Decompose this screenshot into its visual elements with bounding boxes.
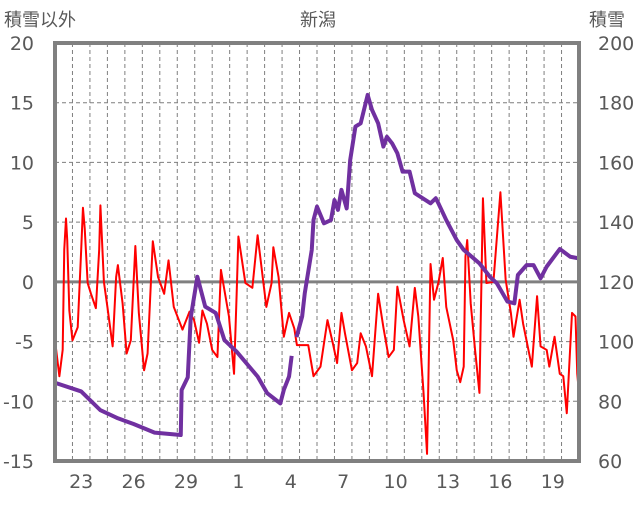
- left-axis-label: 積雪以外: [4, 10, 76, 31]
- right-axis-label: 積雪: [589, 10, 625, 31]
- x-tick-label: 10: [384, 471, 408, 493]
- series-line-other: [54, 191, 580, 455]
- right-y-tick-label: 140: [598, 212, 634, 234]
- x-tick-label: 26: [122, 471, 146, 493]
- x-tick-label: 16: [488, 471, 512, 493]
- right-y-tick-label: 60: [598, 451, 622, 473]
- left-y-tick-label: -10: [3, 391, 34, 413]
- plot-frame: [53, 41, 581, 463]
- x-tick-label: 4: [285, 471, 297, 493]
- x-tick-label: 23: [69, 471, 93, 493]
- left-y-tick-label: -15: [3, 451, 34, 473]
- series-line-snow-depth: [294, 92, 579, 338]
- left-y-tick-label: 5: [22, 212, 34, 234]
- left-y-tick-label: -5: [15, 332, 34, 354]
- right-y-tick-label: 200: [598, 33, 634, 55]
- x-tick-label: 1: [232, 471, 244, 493]
- x-tick-label: 7: [337, 471, 349, 493]
- right-y-tick-label: 160: [598, 152, 634, 174]
- right-y-tick-label: 80: [598, 391, 622, 413]
- right-y-tick-label: 100: [598, 332, 634, 354]
- left-y-tick-label: 0: [22, 272, 34, 294]
- x-tick-label: 19: [541, 471, 565, 493]
- series-line-snow-depth: [54, 274, 294, 438]
- left-y-tick-label: 15: [10, 93, 34, 115]
- chart-title: 新潟: [300, 10, 336, 31]
- right-y-tick-label: 120: [598, 272, 634, 294]
- right-y-tick-label: 180: [598, 93, 634, 115]
- series-lines: [54, 92, 580, 455]
- tick-labels: 20 15 10 5 0 -5 -10 -15 200 180 160 140 120 100 80 60 23…: [3, 33, 634, 493]
- left-y-tick-label: 20: [10, 33, 34, 55]
- left-y-tick-label: 10: [10, 152, 34, 174]
- x-tick-label: 13: [436, 471, 460, 493]
- gridlines: [55, 43, 579, 461]
- x-tick-label: 29: [174, 471, 198, 493]
